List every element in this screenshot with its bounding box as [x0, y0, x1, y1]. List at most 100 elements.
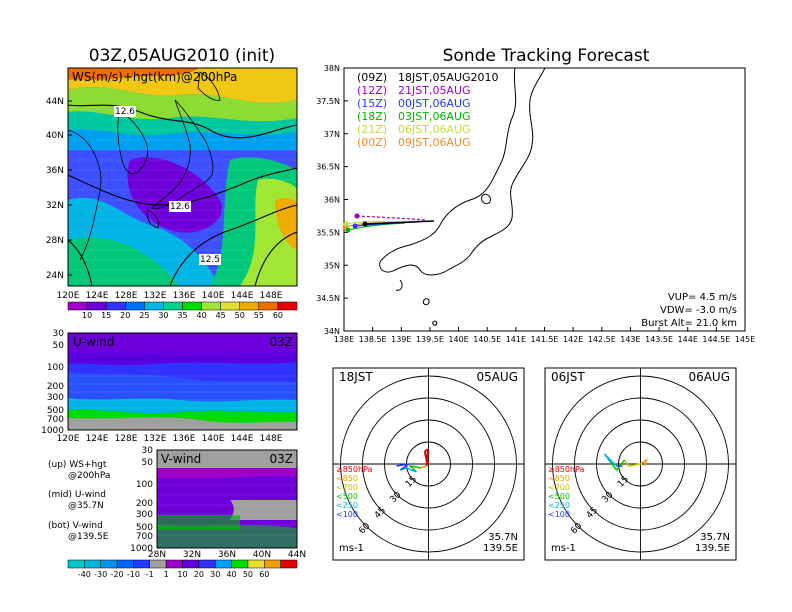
track-legend-tag: (12Z) [357, 84, 387, 97]
track-lon-tick: 143E [620, 335, 640, 344]
track-lon-tick: 139.5E [416, 335, 444, 344]
u-pressure-tick: 30 [53, 329, 65, 339]
hodograph-level-label: <500 [336, 492, 358, 501]
u-lon-tick: 140E [202, 434, 225, 444]
legend-note-detail: @139.5E [68, 532, 109, 542]
hodograph-level-label: ≥850hPa [336, 465, 373, 474]
map-lat-tick: 44N [46, 97, 64, 107]
track-15z-start [352, 223, 358, 229]
hodograph-level-label: <250 [336, 501, 358, 510]
right-title: Sonde Tracking Forecast [443, 46, 650, 66]
hodograph-lon: 139.5E [695, 543, 730, 554]
track-09z [364, 220, 435, 225]
uv-colorbar-segment [116, 559, 134, 569]
hodograph-date: 06AUG [688, 370, 730, 384]
track-lat-tick: 37.5N [316, 97, 340, 106]
v-pressure-tick: 300 [136, 510, 153, 520]
v-pressure-tick: 1000 [130, 544, 153, 554]
v-wind-time: 03Z [270, 452, 294, 466]
colorbar-tick: 55 [254, 311, 264, 320]
uv-colorbar-segment [84, 559, 101, 569]
hodograph-level-label: <100 [336, 510, 358, 519]
track-lat-tick: 38N [324, 64, 340, 73]
v-pressure-tick: 700 [136, 532, 153, 542]
track-lat-tick: 34.5N [316, 294, 340, 303]
v-wind-label: V-wind [161, 452, 201, 466]
uv-colorbar-segment [198, 559, 216, 569]
hodo-trace-700 [420, 465, 427, 469]
u-lon-tick: 120E [57, 434, 80, 444]
hodograph-18jst: 18JST 05AUG35.7N139.5Ems-115304560≥850hPa… [332, 367, 525, 561]
map-lon-tick: 132E [144, 291, 167, 301]
hodo-trace-850 [424, 448, 430, 467]
hodograph-date: 05AUG [476, 370, 518, 384]
uv-colorbar-segment [264, 559, 281, 569]
v-lat-tick: 44N [288, 550, 306, 560]
colorbar-segment [277, 301, 298, 311]
hodograph-level-label: <700 [548, 483, 570, 492]
track-legend-text: 03JST,06AUG [398, 110, 471, 123]
uv-colorbar-segment [182, 559, 200, 569]
colorbar-segment [144, 301, 164, 311]
track-21z-start [343, 221, 349, 227]
colorbar-tick: 20 [120, 311, 130, 320]
legend-note-detail: @200hPa [68, 471, 110, 481]
track-21z [345, 220, 401, 225]
hodograph-level-label: <100 [548, 510, 570, 519]
uv-colorbar-tick: -40 [78, 570, 91, 579]
track-legend-text: 00JST,06AUG [398, 97, 471, 110]
coastline [68, 71, 221, 261]
hodograph-units: ms-1 [339, 543, 364, 554]
colorbar-tick: 50 [235, 311, 245, 320]
uv-colorbar-segment [280, 559, 298, 569]
hodo-trace-100 [396, 463, 409, 471]
v-lat-tick: 36N [218, 550, 236, 560]
track-lat-ticks: 38N 37.5N 37N 36.5N 36N 35.5N 35N 34.5N 34N [316, 64, 348, 336]
hodograph-time: 18JST [339, 370, 373, 384]
v-lat-tick: 40N [253, 550, 271, 560]
uv-colorbar-segment [231, 559, 249, 569]
uv-colorbar-tick: 20 [194, 570, 204, 579]
u-lon-tick: 124E [86, 434, 109, 444]
colorbar-segment [86, 301, 107, 311]
u-wind-label: U-wind [73, 335, 114, 349]
map-lon-tick: 148E [260, 291, 283, 301]
map-lon-tick: 144E [231, 291, 254, 301]
colorbar-segment [182, 301, 202, 311]
u-lon-tick: 128E [115, 434, 138, 444]
colorbar-segment [67, 301, 88, 311]
track-lat-tick: 36.5N [316, 163, 340, 172]
track-lat-tick: 37N [324, 130, 340, 139]
uv-colorbar-segment [100, 559, 118, 569]
hodograph-level-label: <500 [548, 492, 570, 501]
v-pressure-tick: 500 [136, 523, 153, 533]
u-pressure-tick: 50 [53, 341, 65, 351]
v-pressure-tick: 30 [142, 446, 154, 456]
legend-note-title: (bot) V-wind [48, 521, 103, 531]
contour-label-bg [199, 254, 221, 265]
colorbar-tick: 60 [273, 311, 283, 320]
track-lon-tick: 140.5E [473, 335, 501, 344]
left-title: 03Z,05AUG2010 (init) [89, 46, 275, 66]
colorbar-segment [239, 301, 260, 311]
legend-note-title: (up) WS+hgt [48, 460, 107, 470]
track-legend-text: 06JST,06AUG [398, 123, 471, 136]
map-panel-label: WS(m/s)+hgt(km)@200hPa [72, 70, 237, 84]
map-lat-tick: 36N [46, 166, 64, 176]
u-lon-tick: 132E [144, 434, 167, 444]
track-legend-tag: (21Z) [357, 123, 387, 136]
v-pressure-tick: 50 [142, 458, 154, 468]
colorbar-tick: 10 [82, 311, 92, 320]
v-pressure-tick: 200 [136, 499, 153, 509]
track-lon-tick: 145E [735, 335, 755, 344]
uv-colorbar-segment [247, 559, 265, 569]
map-lon-ticks: 120E 124E 128E 132E 136E 140E 144E 148E [57, 291, 283, 301]
track-legend-tag: (09Z) [357, 71, 387, 84]
track-lon-tick: 144E [678, 335, 698, 344]
hodograph-lat: 35.7N [700, 532, 730, 543]
colorbar-segment [258, 301, 279, 311]
uv-colorbar-tick: -30 [94, 570, 107, 579]
uv-colorbar-tick: 10 [177, 570, 187, 579]
